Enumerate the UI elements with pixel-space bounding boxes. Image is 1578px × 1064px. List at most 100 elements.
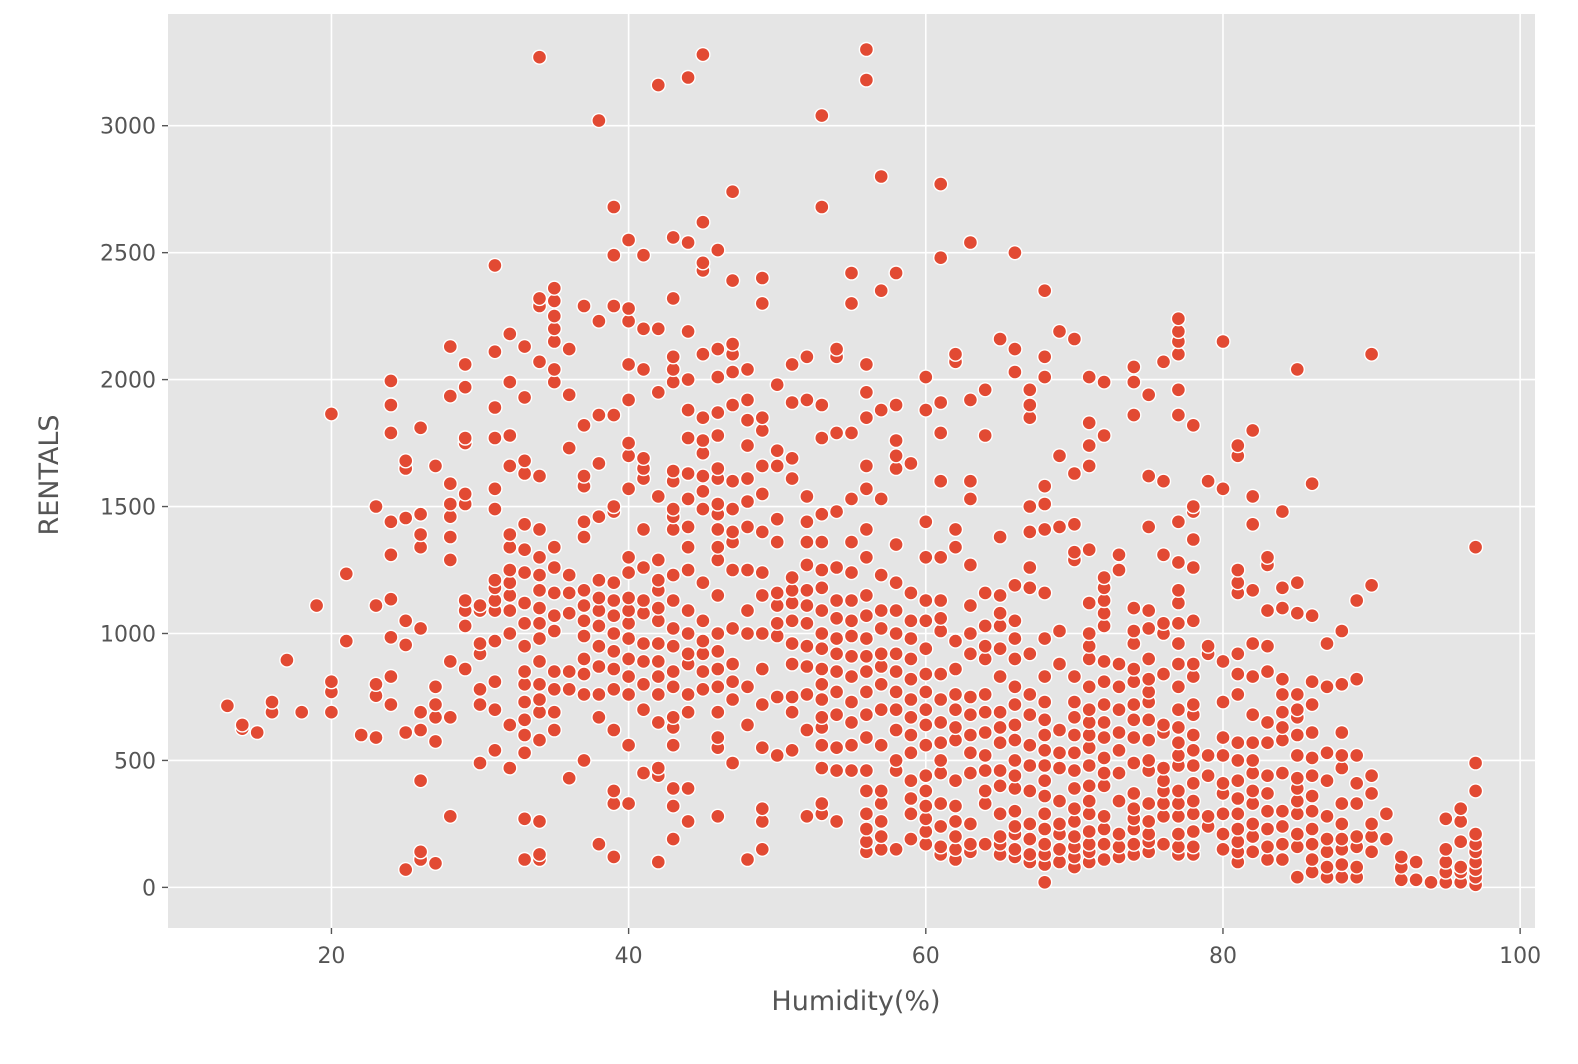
data-point — [1244, 783, 1261, 799]
data-point — [933, 735, 949, 751]
data-point — [1215, 694, 1231, 710]
data-point — [873, 602, 889, 619]
data-point — [1230, 646, 1246, 662]
data-point — [992, 641, 1008, 657]
data-point — [635, 521, 652, 538]
x-tick-label: 60 — [912, 944, 940, 969]
data-point — [947, 633, 964, 649]
data-point — [1022, 757, 1038, 774]
data-point — [888, 397, 904, 413]
data-point — [739, 470, 756, 487]
data-point — [1363, 844, 1380, 860]
data-point — [724, 755, 741, 771]
data-point — [665, 361, 681, 378]
data-point — [710, 679, 726, 695]
data-point — [814, 691, 830, 708]
data-point — [962, 491, 979, 507]
data-point — [1036, 283, 1053, 299]
data-point — [1022, 686, 1038, 703]
data-point — [947, 732, 964, 748]
data-point — [620, 564, 637, 581]
data-point — [814, 676, 830, 692]
data-point — [531, 600, 548, 616]
data-point — [858, 663, 875, 680]
data-point — [665, 290, 681, 307]
data-point — [1140, 826, 1157, 842]
data-point — [1304, 674, 1320, 690]
data-point — [1289, 605, 1306, 621]
data-point — [769, 458, 785, 474]
data-point — [1215, 841, 1231, 857]
data-point — [591, 407, 607, 423]
y-tick-label: 0 — [142, 876, 156, 901]
data-point — [858, 458, 875, 474]
data-point — [769, 443, 785, 459]
data-point — [680, 465, 696, 482]
data-point — [1007, 244, 1023, 261]
data-point — [1155, 615, 1172, 631]
data-point — [843, 564, 860, 581]
data-point — [739, 493, 756, 510]
data-point — [977, 382, 993, 398]
data-point — [754, 564, 770, 581]
data-point — [487, 674, 503, 690]
data-point — [576, 417, 592, 433]
data-point — [1096, 765, 1112, 781]
data-point — [591, 455, 607, 472]
data-point — [620, 795, 637, 812]
data-point — [918, 666, 934, 682]
data-point — [502, 587, 518, 604]
data-point — [1081, 458, 1097, 474]
data-point — [591, 686, 607, 703]
data-point — [858, 72, 875, 88]
data-point — [442, 653, 458, 670]
data-point — [1155, 795, 1172, 812]
data-point — [1081, 625, 1097, 642]
data-point — [814, 641, 830, 657]
data-point — [308, 597, 325, 614]
data-point — [1215, 333, 1231, 350]
data-point — [858, 684, 875, 700]
data-point — [814, 625, 830, 642]
data-point — [754, 587, 770, 604]
data-point — [1230, 666, 1246, 682]
data-point — [1007, 841, 1023, 857]
data-point — [398, 453, 414, 469]
data-point — [1140, 651, 1157, 667]
data-point — [992, 735, 1008, 751]
data-point — [947, 661, 964, 677]
data-point — [606, 661, 622, 677]
data-point — [1022, 382, 1038, 398]
data-point — [620, 590, 637, 606]
data-point — [1066, 694, 1083, 710]
data-point — [1215, 729, 1231, 746]
data-point — [888, 722, 904, 738]
data-point — [769, 615, 785, 631]
data-point — [1066, 668, 1083, 685]
data-point — [1096, 605, 1112, 621]
data-point — [1111, 562, 1127, 578]
data-point — [1348, 828, 1365, 845]
data-point — [1066, 727, 1083, 743]
data-point — [516, 453, 533, 469]
data-point — [591, 112, 607, 129]
data-point — [1022, 498, 1038, 515]
data-point — [843, 648, 860, 664]
data-point — [665, 780, 681, 797]
data-point — [828, 559, 845, 576]
data-point — [903, 651, 919, 667]
data-point — [1170, 407, 1187, 423]
data-point — [1319, 859, 1335, 875]
data-point — [1319, 831, 1335, 847]
data-point — [1304, 803, 1320, 819]
data-point — [933, 691, 949, 708]
data-point — [457, 486, 473, 502]
data-point — [1200, 638, 1216, 654]
data-point — [1051, 448, 1068, 464]
data-point — [1066, 801, 1083, 817]
data-point — [828, 813, 845, 830]
data-point — [962, 646, 979, 662]
data-point — [606, 199, 622, 215]
data-point — [1230, 806, 1246, 822]
data-point — [784, 569, 800, 586]
